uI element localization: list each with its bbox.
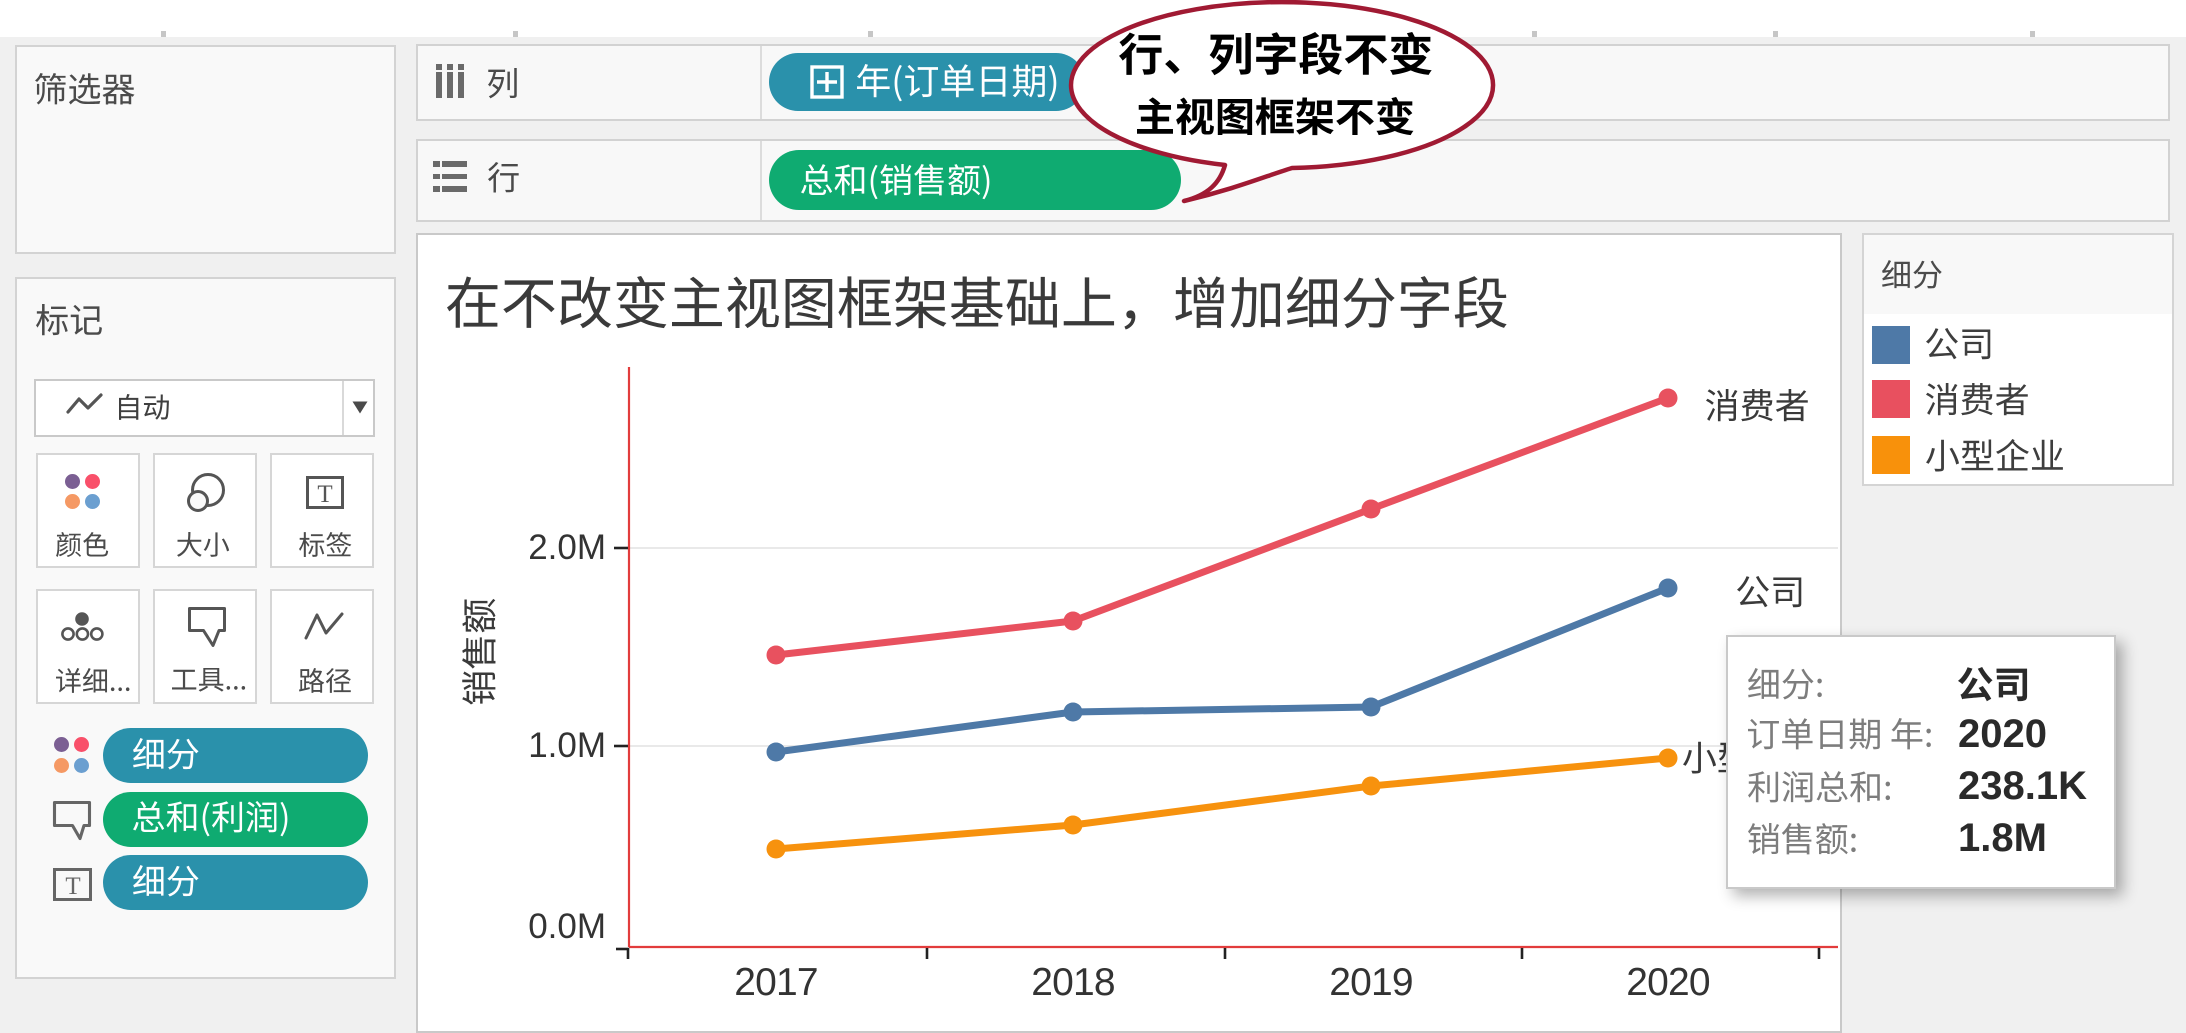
svg-text:T: T bbox=[317, 481, 332, 508]
svg-text:T: T bbox=[65, 873, 80, 900]
